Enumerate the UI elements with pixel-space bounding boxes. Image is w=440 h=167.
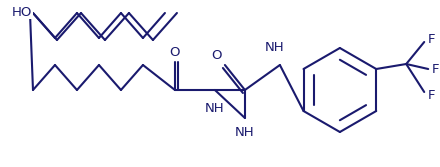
Text: NH: NH [235, 126, 255, 139]
Text: O: O [212, 48, 222, 61]
Text: F: F [428, 33, 435, 45]
Text: HO: HO [12, 6, 33, 19]
Text: O: O [170, 45, 180, 58]
Text: F: F [432, 62, 439, 75]
Text: NH: NH [205, 102, 225, 115]
Text: NH: NH [265, 41, 285, 53]
Text: F: F [428, 89, 435, 102]
Text: HO: HO [12, 6, 33, 19]
